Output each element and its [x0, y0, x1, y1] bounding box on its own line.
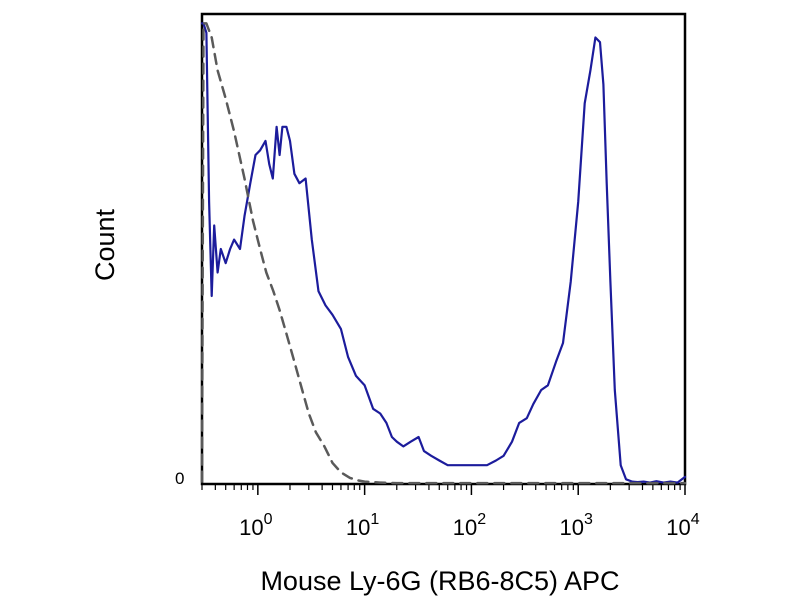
x-tick-label: 102 — [453, 511, 486, 540]
x-major-ticks — [257, 484, 686, 495]
x-minor-ticks — [201, 484, 681, 490]
plot-frame — [200, 12, 687, 486]
x-tick-label: 100 — [239, 511, 272, 540]
series-layer — [200, 22, 687, 485]
stained-sample-line — [200, 22, 687, 484]
x-tick-label: 104 — [666, 511, 699, 540]
x-tick-labels: 100 101 102 103 104 — [239, 511, 700, 540]
y-axis-title: Count — [90, 208, 120, 281]
y-zero-label: 0 — [175, 469, 184, 488]
x-tick-label: 101 — [346, 511, 379, 540]
isotype-control-line — [200, 22, 687, 485]
x-tick-label: 103 — [560, 511, 593, 540]
x-axis-title: Mouse Ly-6G (RB6-8C5) APC — [260, 566, 619, 596]
